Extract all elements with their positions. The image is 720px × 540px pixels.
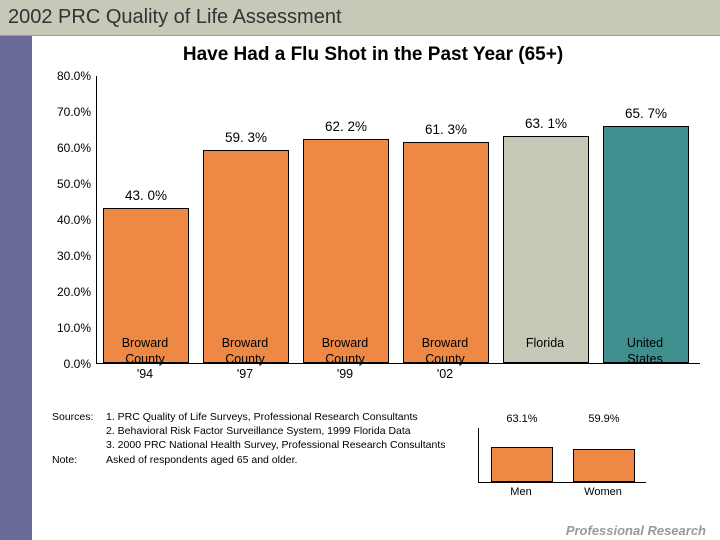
- bar-value-label: 63. 1%: [503, 116, 589, 131]
- mini-bar: [573, 449, 635, 482]
- x-category-label: Florida: [502, 336, 588, 352]
- header-title: 2002 PRC Quality of Life Assessment: [8, 6, 342, 29]
- bar-rect: [503, 136, 589, 363]
- x-category-label: Broward County'99: [302, 336, 388, 383]
- bar-rect: [403, 142, 489, 363]
- mini-plot-area: 63.1%59.9%: [478, 428, 646, 483]
- bar: 63. 1%: [503, 136, 589, 363]
- x-category-label: UnitedStates: [602, 336, 688, 367]
- bar-value-label: 61. 3%: [403, 122, 489, 137]
- mini-bar-value-label: 59.9%: [573, 413, 635, 425]
- y-tick-label: 30.0%: [45, 249, 91, 263]
- x-category-label: Broward County'94: [102, 336, 188, 383]
- main-chart: Have Had a Flu Shot in the Past Year (65…: [38, 44, 708, 364]
- bar-value-label: 62. 2%: [303, 119, 389, 134]
- note-line: Asked of respondents aged 65 and older.: [106, 454, 297, 466]
- bar-rect: [303, 139, 389, 363]
- source-line-1: 1. PRC Quality of Life Surveys, Professi…: [106, 411, 418, 423]
- y-tick-label: 80.0%: [45, 69, 91, 83]
- x-category-label: Broward County'97: [202, 336, 288, 383]
- y-tick-label: 10.0%: [45, 321, 91, 335]
- mini-chart: 63.1%59.9% Men Women: [478, 428, 648, 506]
- bar-value-label: 65. 7%: [603, 106, 689, 121]
- bar: 65. 7%: [603, 126, 689, 363]
- y-tick-label: 40.0%: [45, 213, 91, 227]
- slide-header: 2002 PRC Quality of Life Assessment: [0, 0, 720, 36]
- footer-text: Professional Research: [566, 523, 706, 538]
- bar: 62. 2%: [303, 139, 389, 363]
- mini-x-category-label: Men: [490, 486, 552, 498]
- chart-plot-area: 0.0%10.0%20.0%30.0%40.0%50.0%60.0%70.0%8…: [96, 76, 700, 364]
- mini-bar-value-label: 63.1%: [491, 413, 553, 425]
- sources-label: Sources:: [52, 410, 106, 424]
- mini-bar: [491, 447, 553, 482]
- chart-title: Have Had a Flu Shot in the Past Year (65…: [38, 44, 708, 66]
- bar-value-label: 59. 3%: [203, 130, 289, 145]
- left-accent-bar: [0, 36, 32, 540]
- bar-rect: [203, 150, 289, 363]
- bar: 61. 3%: [403, 142, 489, 363]
- y-tick-label: 50.0%: [45, 177, 91, 191]
- x-category-label: Broward County'02: [402, 336, 488, 383]
- bar-rect: [603, 126, 689, 363]
- y-tick-label: 20.0%: [45, 285, 91, 299]
- source-notes: Sources:1. PRC Quality of Life Surveys, …: [52, 410, 445, 467]
- bar-value-label: 43. 0%: [103, 188, 189, 203]
- y-tick-label: 70.0%: [45, 105, 91, 119]
- bar: 59. 3%: [203, 150, 289, 363]
- y-tick-label: 60.0%: [45, 141, 91, 155]
- source-line-3: 3. 2000 PRC National Health Survey, Prof…: [106, 439, 445, 451]
- source-line-2: 2. Behavioral Risk Factor Surveillance S…: [106, 425, 411, 437]
- mini-x-category-label: Women: [572, 486, 634, 498]
- y-tick-label: 0.0%: [45, 357, 91, 371]
- note-label: Note:: [52, 453, 106, 467]
